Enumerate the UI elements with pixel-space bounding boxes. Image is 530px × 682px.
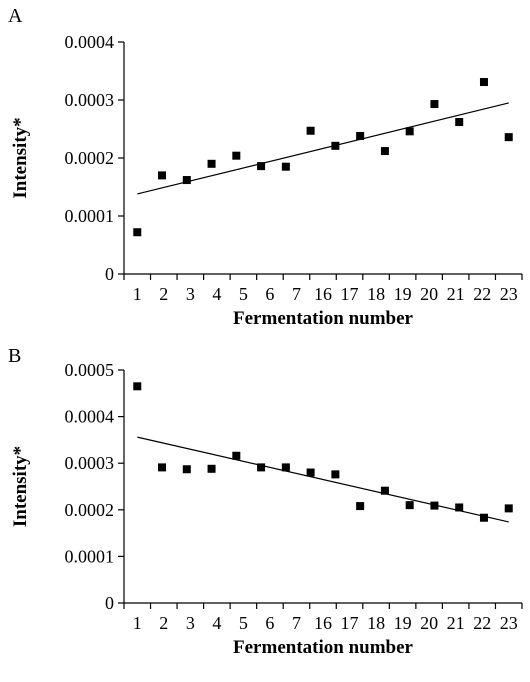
x-tick-label: 23 <box>500 613 518 633</box>
data-point <box>232 451 241 460</box>
data-point <box>281 162 290 171</box>
data-point <box>232 151 241 160</box>
y-tick-label: 0.0003 <box>65 453 115 473</box>
y-axis-title: Intensity* <box>10 117 31 198</box>
x-tick-label: 7 <box>292 613 301 633</box>
x-tick-label: 3 <box>186 613 195 633</box>
data-point <box>479 78 488 87</box>
data-point <box>430 100 439 109</box>
data-point <box>380 147 389 156</box>
data-point <box>504 133 513 142</box>
x-tick-label: 22 <box>473 613 491 633</box>
y-tick-label: 0.0004 <box>65 407 115 427</box>
data-point <box>356 502 365 511</box>
x-tick-label: 22 <box>473 284 491 304</box>
y-tick-label: 0.0002 <box>65 500 115 520</box>
data-point <box>281 463 290 472</box>
x-tick-label: 3 <box>186 284 195 304</box>
y-tick-label: 0.0005 <box>65 360 115 380</box>
data-point <box>430 501 439 510</box>
x-tick-label: 5 <box>239 613 248 633</box>
y-tick-label: 0.0001 <box>65 206 115 226</box>
data-point <box>207 464 216 473</box>
x-tick-label: 1 <box>133 613 142 633</box>
data-point <box>306 468 315 477</box>
y-tick-label: 0.0001 <box>65 546 115 566</box>
x-tick-label: 16 <box>314 613 332 633</box>
data-point <box>182 465 191 474</box>
y-axis-title: Intensity* <box>10 446 31 527</box>
data-point <box>207 159 216 168</box>
x-tick-label: 21 <box>447 613 465 633</box>
data-point <box>405 127 414 136</box>
x-axis-title: Fermentation number <box>233 308 414 329</box>
y-tick-label: 0 <box>105 264 114 284</box>
data-point <box>331 470 340 479</box>
data-point <box>504 504 513 513</box>
x-tick-label: 20 <box>420 284 438 304</box>
data-point <box>405 501 414 510</box>
x-tick-label: 4 <box>212 284 221 304</box>
y-tick-label: 0.0003 <box>65 90 115 110</box>
data-point <box>306 126 315 135</box>
x-tick-label: 20 <box>420 613 438 633</box>
x-tick-label: 1 <box>133 284 142 304</box>
panel-label: B <box>8 345 21 367</box>
data-point <box>133 382 142 391</box>
x-tick-label: 6 <box>265 613 274 633</box>
trendline <box>137 436 509 523</box>
x-tick-label: 17 <box>341 284 359 304</box>
x-tick-label: 17 <box>341 613 359 633</box>
data-point <box>380 486 389 495</box>
y-tick-label: 0.0002 <box>65 148 115 168</box>
x-tick-label: 21 <box>447 284 465 304</box>
x-tick-label: 2 <box>159 284 168 304</box>
x-tick-label: 16 <box>314 284 332 304</box>
x-tick-label: 19 <box>394 613 412 633</box>
data-point <box>158 463 167 472</box>
data-point <box>257 162 266 171</box>
data-point <box>356 131 365 140</box>
x-tick-label: 2 <box>159 613 168 633</box>
data-point <box>257 463 266 472</box>
trendline <box>137 102 509 195</box>
data-point <box>158 171 167 180</box>
x-tick-label: 6 <box>265 284 274 304</box>
x-tick-label: 5 <box>239 284 248 304</box>
y-tick-label: 0 <box>105 593 114 613</box>
data-point <box>455 503 464 512</box>
x-tick-label: 4 <box>212 613 221 633</box>
data-point <box>455 118 464 127</box>
y-tick-label: 0.0004 <box>65 32 115 52</box>
data-point <box>133 228 142 237</box>
x-axis-title: Fermentation number <box>233 637 414 658</box>
x-tick-label: 23 <box>500 284 518 304</box>
data-point <box>182 176 191 185</box>
panel-label: A <box>8 5 23 27</box>
x-tick-label: 18 <box>367 284 385 304</box>
x-tick-label: 18 <box>367 613 385 633</box>
data-point <box>479 513 488 522</box>
x-tick-label: 19 <box>394 284 412 304</box>
x-tick-label: 7 <box>292 284 301 304</box>
